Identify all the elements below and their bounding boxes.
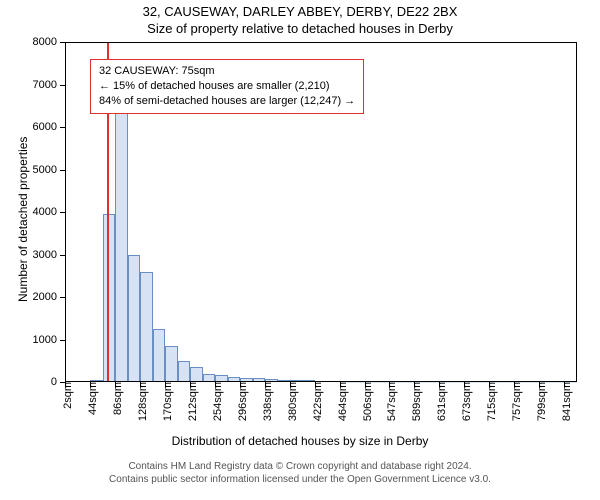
annotation-line: 32 CAUSEWAY: 75sqm xyxy=(99,64,355,79)
xtick-mark xyxy=(215,382,216,387)
xtick-mark xyxy=(414,382,415,387)
xtick-mark xyxy=(90,382,91,387)
histogram-bar xyxy=(128,255,141,383)
xtick-mark xyxy=(290,382,291,387)
chart-supertitle: 32, CAUSEWAY, DARLEY ABBEY, DERBY, DE22 … xyxy=(0,4,600,19)
disclaimer-line: Contains public sector information licen… xyxy=(109,474,491,485)
xtick-mark xyxy=(315,382,316,387)
xtick-mark xyxy=(489,382,490,387)
xtick-label: 338sqm xyxy=(256,382,274,421)
xtick-mark xyxy=(190,382,191,387)
xtick-label: 422sqm xyxy=(306,382,324,421)
histogram-bar xyxy=(115,99,128,382)
xtick-label: 589sqm xyxy=(405,382,423,421)
y-axis-label: Number of detached properties xyxy=(16,137,30,302)
x-axis-label: Distribution of detached houses by size … xyxy=(0,434,600,448)
xtick-label: 296sqm xyxy=(231,382,249,421)
xtick-label: 380sqm xyxy=(281,382,299,421)
xtick-label: 799sqm xyxy=(530,382,548,421)
annotation-line: 84% of semi-detached houses are larger (… xyxy=(99,94,355,109)
histogram-bar xyxy=(165,346,178,382)
histogram-bar xyxy=(203,374,216,383)
xtick-mark xyxy=(439,382,440,387)
xtick-label: 212sqm xyxy=(181,382,199,421)
xtick-mark xyxy=(140,382,141,387)
annotation-line: ← 15% of detached houses are smaller (2,… xyxy=(99,79,355,94)
histogram-bar xyxy=(215,375,228,382)
xtick-label: 128sqm xyxy=(131,382,149,421)
xtick-mark xyxy=(389,382,390,387)
xtick-label: 715sqm xyxy=(480,382,498,421)
ytick-mark xyxy=(60,297,65,298)
xtick-label: 506sqm xyxy=(356,382,374,421)
xtick-mark xyxy=(240,382,241,387)
chart-title: Size of property relative to detached ho… xyxy=(0,21,600,36)
xtick-mark xyxy=(564,382,565,387)
ytick-mark xyxy=(60,212,65,213)
ytick-mark xyxy=(60,42,65,43)
xtick-label: 254sqm xyxy=(206,382,224,421)
histogram-bar xyxy=(140,272,153,383)
xtick-mark xyxy=(165,382,166,387)
xtick-label: 757sqm xyxy=(505,382,523,421)
xtick-label: 631sqm xyxy=(430,382,448,421)
disclaimer-line: Contains HM Land Registry data © Crown c… xyxy=(128,461,471,472)
figure: 32, CAUSEWAY, DARLEY ABBEY, DERBY, DE22 … xyxy=(0,0,600,500)
xtick-label: 170sqm xyxy=(156,382,174,421)
xtick-label: 547sqm xyxy=(380,382,398,421)
xtick-mark xyxy=(539,382,540,387)
annotation-box: 32 CAUSEWAY: 75sqm ← 15% of detached hou… xyxy=(90,59,364,114)
ytick-mark xyxy=(60,170,65,171)
plot-area: 32 CAUSEWAY: 75sqm ← 15% of detached hou… xyxy=(65,42,577,382)
xtick-label: 464sqm xyxy=(331,382,349,421)
ytick-mark xyxy=(60,127,65,128)
ytick-mark xyxy=(60,255,65,256)
xtick-mark xyxy=(514,382,515,387)
xtick-mark xyxy=(464,382,465,387)
xtick-mark xyxy=(265,382,266,387)
ytick-mark xyxy=(60,85,65,86)
ytick-mark xyxy=(60,340,65,341)
xtick-label: 841sqm xyxy=(555,382,573,421)
disclaimer: Contains HM Land Registry data © Crown c… xyxy=(0,460,600,486)
xtick-mark xyxy=(340,382,341,387)
histogram-bar xyxy=(178,361,191,382)
histogram-bar xyxy=(153,329,166,382)
xtick-mark xyxy=(115,382,116,387)
xtick-label: 673sqm xyxy=(455,382,473,421)
xtick-mark xyxy=(365,382,366,387)
histogram-bar xyxy=(190,367,203,382)
xtick-mark xyxy=(65,382,66,387)
